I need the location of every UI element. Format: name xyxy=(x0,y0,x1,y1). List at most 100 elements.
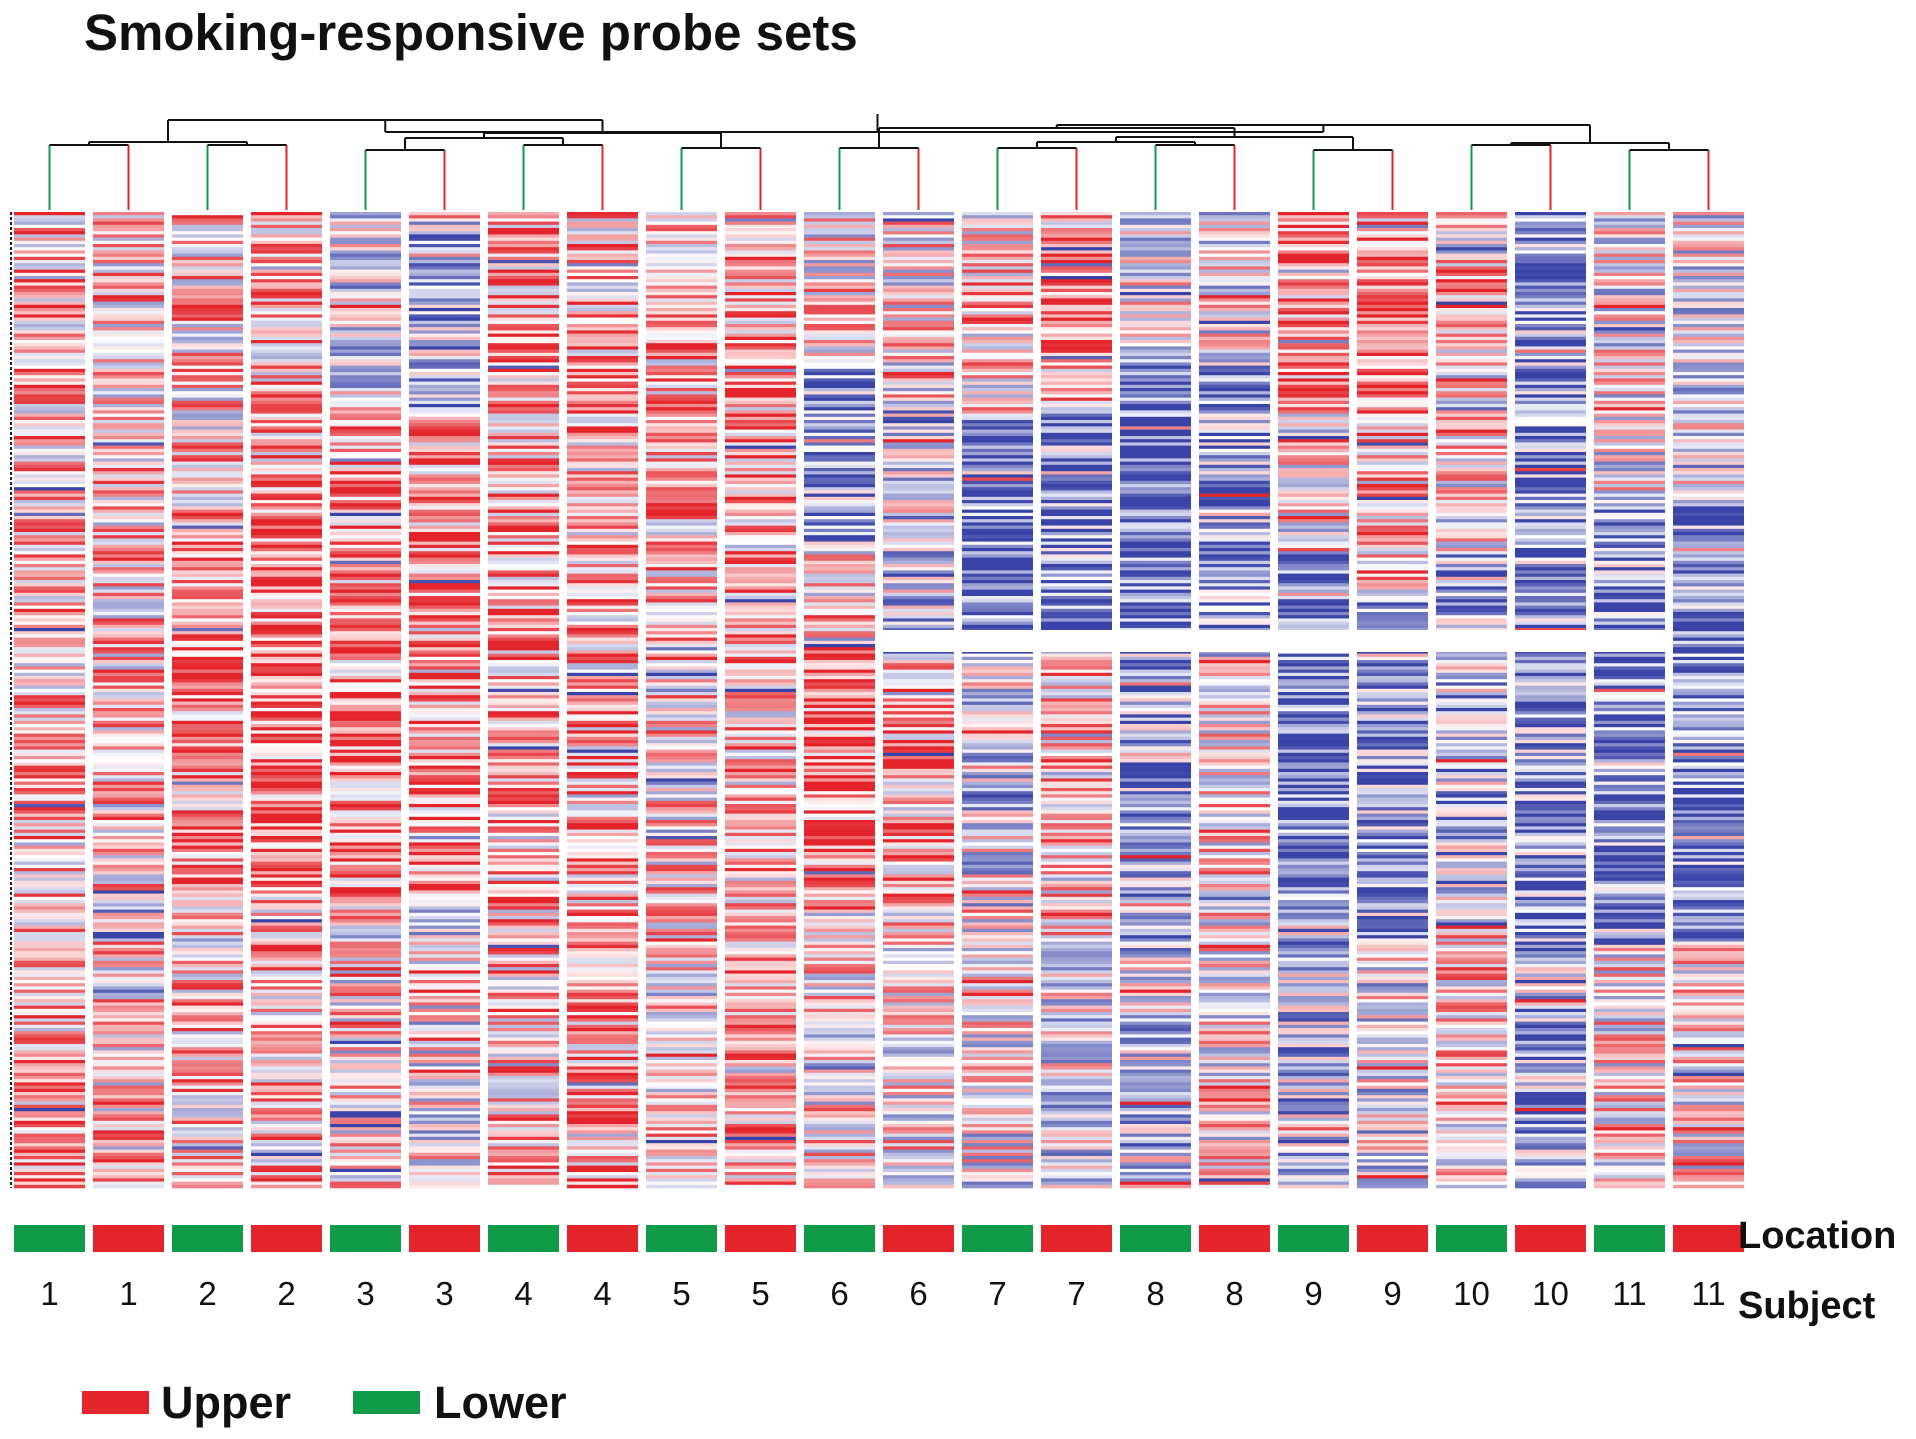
heatmap-cell xyxy=(646,570,717,574)
heatmap-cell xyxy=(409,231,480,235)
heatmap-cell xyxy=(1199,1028,1270,1032)
heatmap-cell xyxy=(14,829,85,834)
heatmap-cell xyxy=(172,615,243,619)
heatmap-cell xyxy=(567,1044,638,1048)
heatmap-cell xyxy=(1199,628,1270,632)
heatmap-cell xyxy=(883,349,954,354)
heatmap-cell xyxy=(14,368,85,373)
heatmap-cell xyxy=(14,1008,85,1013)
heatmap-cell xyxy=(330,298,401,302)
heatmap-cell xyxy=(725,608,796,613)
heatmap-cell xyxy=(488,1047,559,1051)
heatmap-cell xyxy=(330,1050,401,1054)
heatmap-cell xyxy=(883,541,954,546)
heatmap-cell xyxy=(804,912,875,917)
heatmap-cell xyxy=(409,532,480,536)
heatmap-cell xyxy=(14,263,85,267)
heatmap-cell xyxy=(330,861,401,866)
heatmap-cell xyxy=(330,1082,401,1086)
heatmap-cell xyxy=(14,432,85,437)
heatmap-cell xyxy=(93,1127,164,1131)
heatmap-cell xyxy=(488,631,559,635)
heatmap-cell xyxy=(567,1108,638,1112)
heatmap-cell xyxy=(330,800,401,805)
heatmap-cell xyxy=(567,820,638,824)
heatmap-cell xyxy=(172,727,243,731)
heatmap-cell xyxy=(1199,941,1270,946)
heatmap-cell xyxy=(14,1124,85,1128)
heatmap-cell xyxy=(1199,922,1270,926)
heatmap-cell xyxy=(1199,1069,1270,1074)
heatmap-cell xyxy=(567,765,638,770)
heatmap-cell xyxy=(1199,704,1270,709)
heatmap-cell xyxy=(1199,1076,1270,1080)
heatmap-cell xyxy=(646,996,717,1000)
heatmap-cell xyxy=(409,583,480,587)
heatmap-cell xyxy=(1199,279,1270,283)
heatmap-cell xyxy=(1041,794,1112,798)
heatmap-cell xyxy=(804,413,875,418)
heatmap-cell xyxy=(646,506,717,510)
heatmap-cell xyxy=(962,592,1033,597)
heatmap-cell xyxy=(409,602,480,606)
heatmap-cell xyxy=(962,676,1033,680)
heatmap-cell xyxy=(488,1056,559,1061)
heatmap-cell xyxy=(804,810,875,814)
heatmap-cell xyxy=(725,522,796,526)
heatmap-cell xyxy=(1120,1015,1191,1019)
heatmap-cell xyxy=(330,644,401,648)
heatmap-cell xyxy=(409,932,480,936)
heatmap-cell xyxy=(488,432,559,437)
heatmap-cell xyxy=(172,429,243,434)
heatmap-cell xyxy=(567,1175,638,1179)
heatmap-cell xyxy=(14,538,85,542)
heatmap-cell xyxy=(646,567,717,571)
heatmap-cell xyxy=(330,368,401,373)
heatmap-cell xyxy=(1120,576,1191,581)
heatmap-cell xyxy=(804,564,875,568)
heatmap-cell xyxy=(962,829,1033,834)
heatmap-cell xyxy=(409,276,480,280)
heatmap-cell xyxy=(1041,804,1112,808)
heatmap-cell xyxy=(409,1181,480,1186)
heatmap-cell xyxy=(409,1002,480,1006)
heatmap-cell xyxy=(93,1069,164,1074)
heatmap-cell xyxy=(804,416,875,421)
heatmap-cell xyxy=(962,1079,1033,1083)
heatmap-cell xyxy=(93,1156,164,1160)
heatmap-cell xyxy=(962,1056,1033,1061)
heatmap-cell xyxy=(646,1079,717,1083)
heatmap-cell xyxy=(1120,816,1191,821)
heatmap-cell xyxy=(725,1120,796,1125)
heatmap-cell xyxy=(330,989,401,994)
heatmap-cell xyxy=(172,644,243,648)
heatmap-cell xyxy=(1041,762,1112,766)
heatmap-cell xyxy=(409,1111,480,1115)
heatmap-cell xyxy=(804,727,875,731)
heatmap-cell xyxy=(330,1098,401,1102)
heatmap-cell xyxy=(14,980,85,984)
heatmap-cell xyxy=(14,1162,85,1166)
heatmap-cell xyxy=(172,397,243,402)
heatmap-cell xyxy=(330,522,401,526)
heatmap-cell xyxy=(330,778,401,782)
heatmap-cell xyxy=(172,1140,243,1144)
heatmap-cell xyxy=(14,944,85,949)
heatmap-cell xyxy=(804,1165,875,1170)
heatmap-cell xyxy=(962,1172,1033,1176)
heatmap-cell xyxy=(725,464,796,469)
heatmap-cell xyxy=(172,381,243,386)
heatmap-cell xyxy=(330,426,401,430)
heatmap-cell xyxy=(804,1124,875,1128)
heatmap-cell xyxy=(1199,1098,1270,1102)
heatmap-cell xyxy=(330,637,401,642)
heatmap-cell xyxy=(646,884,717,888)
heatmap-cell xyxy=(172,288,243,293)
heatmap-cell xyxy=(1199,420,1270,424)
heatmap-cell xyxy=(488,932,559,936)
heatmap-cell xyxy=(883,372,954,376)
heatmap-cell xyxy=(725,1008,796,1013)
heatmap-cell xyxy=(962,960,1033,965)
heatmap-cell xyxy=(1120,989,1191,994)
heatmap-cell xyxy=(962,528,1033,533)
